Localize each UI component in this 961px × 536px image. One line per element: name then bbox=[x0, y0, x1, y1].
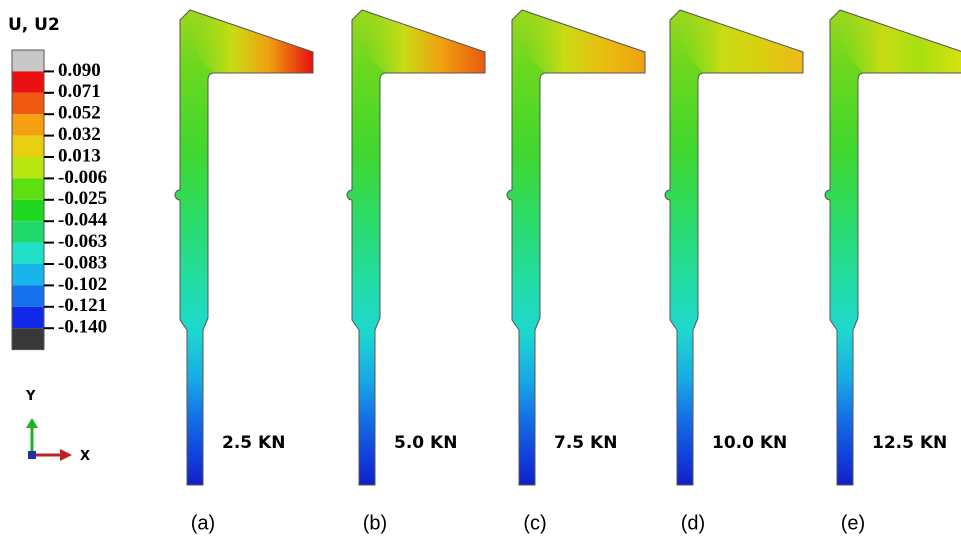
panel bbox=[174, 9, 314, 486]
bracket-outline bbox=[506, 9, 646, 486]
legend-label: -0.063 bbox=[58, 231, 107, 252]
y-label: Y bbox=[25, 389, 36, 404]
panel-caption: (b) bbox=[363, 512, 387, 534]
bracket-arm bbox=[678, 10, 803, 73]
legend-label: 0.052 bbox=[58, 103, 101, 124]
legend-label: -0.025 bbox=[58, 188, 107, 209]
panel-caption: (e) bbox=[841, 512, 865, 534]
legend-swatch bbox=[12, 264, 44, 286]
legend-label: 0.071 bbox=[58, 81, 101, 102]
bracket-outline bbox=[346, 9, 486, 486]
load-label: 10.0 KN bbox=[712, 433, 787, 453]
legend-label: -0.121 bbox=[58, 295, 107, 316]
panel bbox=[506, 9, 646, 486]
panel bbox=[824, 9, 961, 486]
legend-swatch bbox=[12, 242, 44, 264]
legend-label: -0.083 bbox=[58, 252, 107, 273]
color-legend: 0.0900.0710.0520.0320.013-0.006-0.025-0.… bbox=[11, 49, 108, 351]
legend-label: -0.102 bbox=[58, 274, 107, 295]
bracket-body bbox=[175, 10, 313, 485]
legend-title: U, U2 bbox=[8, 15, 60, 35]
load-label: 7.5 KN bbox=[554, 433, 617, 453]
bracket-arm bbox=[360, 10, 485, 73]
legend-swatch bbox=[12, 306, 44, 329]
panel-caption: (c) bbox=[523, 512, 546, 534]
panel bbox=[346, 9, 486, 486]
legend-swatch bbox=[12, 328, 44, 350]
bracket-outline bbox=[824, 9, 961, 486]
x-label: X bbox=[80, 449, 90, 464]
legend-swatch bbox=[12, 221, 44, 243]
legend-label: 0.090 bbox=[58, 60, 101, 81]
legend-swatch bbox=[12, 285, 44, 307]
bracket-outline bbox=[174, 9, 314, 486]
legend-swatch bbox=[12, 71, 44, 93]
legend-swatch bbox=[12, 92, 44, 115]
panel-caption: (d) bbox=[681, 512, 705, 534]
bracket-body bbox=[347, 10, 485, 485]
legend-label: -0.140 bbox=[58, 317, 107, 338]
bracket-arm bbox=[838, 10, 961, 73]
panel-caption: (a) bbox=[191, 512, 215, 534]
bracket-body bbox=[507, 10, 645, 485]
panel bbox=[664, 9, 804, 486]
bracket-arm bbox=[188, 10, 313, 73]
x-arrowhead bbox=[60, 449, 72, 461]
load-label: 5.0 KN bbox=[394, 433, 457, 453]
legend-swatch bbox=[12, 135, 44, 157]
legend-swatch bbox=[12, 199, 44, 222]
bracket-body bbox=[665, 10, 803, 485]
legend-label: 0.032 bbox=[58, 124, 101, 145]
legend-label: 0.013 bbox=[58, 145, 101, 166]
legend-swatch bbox=[12, 178, 44, 200]
bracket-body bbox=[825, 10, 961, 485]
bracket-arm bbox=[520, 10, 645, 73]
load-label: 2.5 KN bbox=[222, 433, 285, 453]
bracket-outline bbox=[664, 9, 804, 486]
y-arrowhead bbox=[26, 418, 38, 428]
load-label: 12.5 KN bbox=[872, 433, 947, 453]
axis-triad: Y X bbox=[25, 389, 90, 464]
legend-swatch bbox=[12, 157, 44, 179]
legend-label: -0.044 bbox=[58, 210, 108, 231]
legend-swatch bbox=[12, 50, 44, 72]
panels: 2.5 KN (a) 5.0 KN (b) 7.5 KN (c) 10.0 KN (d) 12.… bbox=[174, 9, 961, 534]
legend-swatch bbox=[12, 114, 44, 136]
origin bbox=[28, 451, 36, 459]
legend-label: -0.006 bbox=[58, 167, 107, 188]
